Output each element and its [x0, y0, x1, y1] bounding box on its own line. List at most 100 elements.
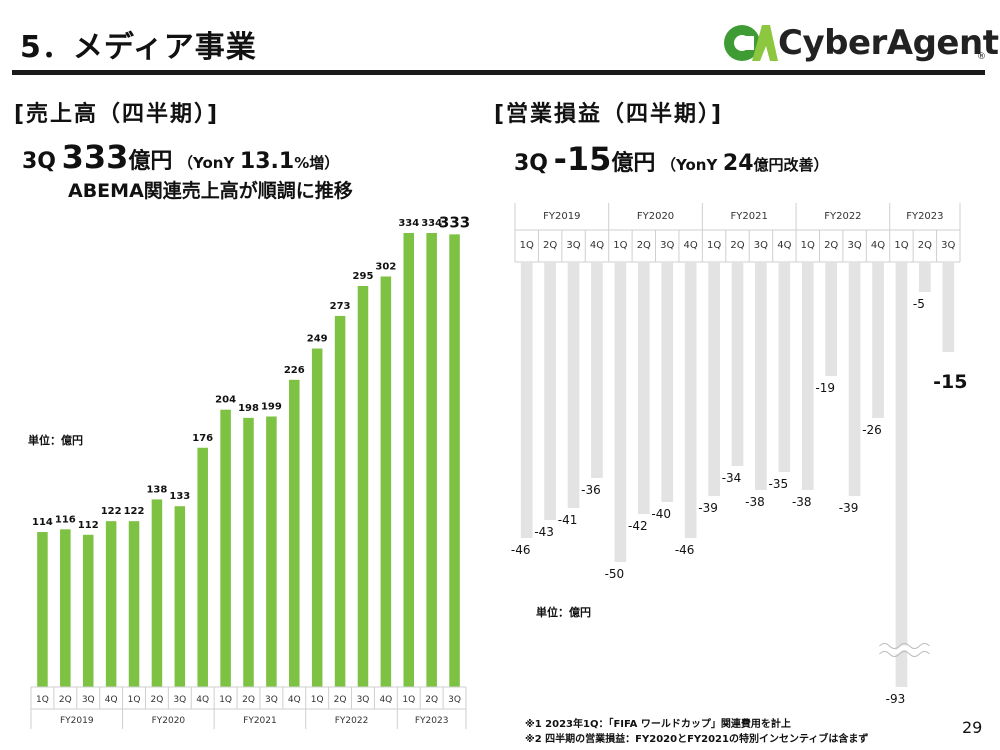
revenue-quarter-label: 2Q: [151, 695, 164, 705]
profit-quarter-label: 3Q: [566, 240, 580, 251]
revenue-bar: [357, 286, 369, 687]
profit-bar: [567, 262, 580, 508]
logo-mark-icon: [724, 25, 778, 61]
revenue-data-label: 226: [284, 365, 305, 376]
logo-text: CyberAgent: [778, 23, 999, 63]
axis-break-line: [879, 643, 930, 649]
revenue-data-label: 176: [192, 433, 213, 444]
revenue-data-label: 122: [124, 506, 145, 517]
revenue-quarter-label: 3Q: [448, 695, 461, 705]
axis-break-mark: [878, 645, 931, 655]
profit-data-label: -5: [913, 297, 925, 311]
profit-data-label: -35: [769, 477, 789, 491]
profit-data-label: -26: [862, 423, 882, 437]
revenue-bar: [449, 234, 460, 687]
revenue-quarter-label: 1Q: [402, 695, 415, 705]
profit-quarter-label: 3Q: [754, 240, 768, 251]
profit-fiscal-year-label: FY2020: [637, 211, 674, 222]
revenue-yoy-prefix: （YonY: [177, 154, 235, 172]
profit-bar: [848, 262, 861, 496]
profit-data-label: -93: [886, 692, 906, 706]
revenue-data-label: 198: [238, 403, 259, 414]
revenue-quarter-label: 3Q: [173, 695, 186, 705]
profit-quarter-label: 2Q: [543, 240, 557, 251]
revenue-bar: [37, 532, 48, 687]
revenue-data-label: 133: [169, 491, 190, 502]
page-number: 29: [962, 718, 983, 737]
profit-yoy-prefix: （YonY: [661, 156, 718, 174]
revenue-bar: [128, 521, 140, 687]
profit-bar: [708, 262, 720, 496]
profit-quarter-label: 2Q: [824, 240, 838, 251]
profit-bar: [755, 262, 767, 490]
profit-quarter-label: 1Q: [801, 240, 815, 251]
revenue-bar: [151, 499, 163, 687]
revenue-bar: [82, 534, 94, 687]
profit-bar: [591, 262, 603, 478]
profit-quarter-label: 3Q: [941, 240, 955, 251]
profit-quarter-label: 1Q: [707, 240, 721, 251]
revenue-quarter-label: 2Q: [59, 695, 72, 705]
revenue-quarter-label: 1Q: [219, 695, 232, 705]
revenue-fiscal-year-label: FY2023: [415, 716, 449, 726]
revenue-subline: ABEMA関連売上高が順調に推移: [68, 180, 353, 202]
profit-quarter-label: 1Q: [613, 240, 627, 251]
profit-bar: [684, 262, 697, 538]
profit-quarter-label: 1Q: [894, 240, 908, 251]
profit-quarter-label: 4Q: [684, 240, 698, 251]
revenue-quarter-label: 2Q: [334, 695, 347, 705]
revenue-fiscal-year-label: FY2022: [335, 716, 369, 726]
profit-bar: [520, 262, 533, 538]
profit-yoy-suffix: 億円改善）: [753, 156, 829, 174]
revenue-data-label: 333: [439, 213, 470, 231]
revenue-quarter-label: 4Q: [196, 695, 209, 705]
footnote-2: ※2 四半期の営業損益：FY2020とFY2021の特別インセンティブは含まず: [525, 734, 869, 745]
profit-bar: [661, 262, 674, 502]
profit-data-label: -19: [815, 381, 835, 395]
profit-data-label: -46: [511, 543, 531, 557]
revenue-bar: [334, 315, 346, 687]
logo-registered-mark: ®: [977, 52, 986, 62]
revenue-quarter-label: 3Q: [265, 695, 278, 705]
profit-bar: [637, 262, 650, 514]
profit-bar: [614, 262, 627, 562]
revenue-quarter-label: 1Q: [311, 695, 324, 705]
profit-data-label: -38: [745, 495, 765, 509]
revenue-data-label: 302: [375, 261, 396, 272]
profit-headline-value: -15: [553, 140, 612, 178]
profit-data-label: -38: [792, 495, 812, 509]
profit-quarter-label: 1Q: [520, 240, 534, 251]
revenue-bar: [174, 506, 186, 687]
profit-data-label: -43: [534, 525, 554, 539]
revenue-data-label: 112: [78, 520, 99, 531]
revenue-bar: [380, 276, 392, 687]
revenue-quarter-label: 1Q: [128, 695, 141, 705]
profit-quarter-label: 4Q: [871, 240, 885, 251]
revenue-bar: [426, 233, 437, 687]
revenue-bar: [266, 416, 277, 687]
revenue-section-title: [売上高（四半期）]: [14, 102, 220, 127]
profit-data-label: -42: [628, 519, 648, 533]
profit-headline: 3Q -15億円 （YonY 24億円改善）: [514, 140, 829, 178]
page-title: 5．メディア事業: [20, 30, 257, 65]
revenue-quarter-label: 1Q: [36, 695, 49, 705]
profit-data-label: -50: [605, 567, 625, 581]
revenue-bar: [243, 417, 254, 687]
profit-quarter-label: 2Q: [918, 240, 932, 251]
revenue-headline-value: 333: [61, 138, 129, 176]
profit-fiscal-year-label: FY2021: [731, 211, 768, 222]
revenue-bar: [403, 233, 415, 687]
revenue-data-label: 122: [101, 506, 122, 517]
revenue-data-label: 114: [32, 517, 53, 528]
revenue-quarter-label: 2Q: [425, 695, 438, 705]
revenue-data-label: 334: [421, 218, 442, 229]
revenue-quarter-label: 4Q: [288, 695, 301, 705]
revenue-headline-unit: 億円: [128, 149, 173, 174]
revenue-unit-label: 単位：億円: [28, 434, 83, 447]
revenue-bar: [311, 348, 323, 687]
revenue-bar: [220, 409, 231, 687]
revenue-data-label: 249: [307, 334, 328, 345]
revenue-data-label: 334: [398, 218, 419, 229]
profit-quarter-label: 2Q: [637, 240, 651, 251]
